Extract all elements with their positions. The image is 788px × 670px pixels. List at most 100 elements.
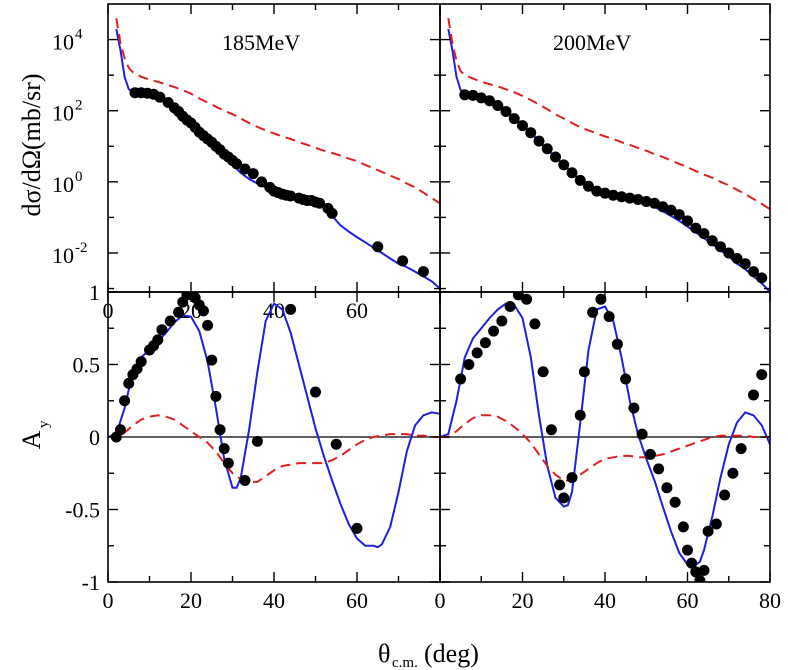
- data-point: [702, 525, 714, 537]
- plot-area: [108, 292, 440, 549]
- data-point: [479, 337, 491, 349]
- data-point: [210, 390, 222, 402]
- data-point: [517, 120, 528, 132]
- x-axis-title-sub: c.m.: [392, 655, 418, 670]
- y-tick-label: 10: [52, 243, 74, 268]
- data-point: [632, 193, 644, 205]
- theory-dashed-line: [440, 414, 770, 482]
- theory-dashed-line: [108, 414, 440, 483]
- theory-dashed-line: [115, 18, 440, 205]
- data-point: [603, 311, 615, 323]
- data-point: [496, 315, 508, 327]
- x-axis-title-theta: θ: [378, 639, 390, 668]
- x-tick-label: 20: [512, 588, 534, 613]
- data-point: [682, 544, 693, 556]
- panel-bottom-right: 0 20 40 60 80: [435, 291, 781, 613]
- x-tick-label: 60: [677, 588, 699, 613]
- data-point: [467, 89, 479, 101]
- x-tick-label: 0: [435, 588, 446, 613]
- x-tick-label: 60: [346, 298, 368, 323]
- data-point: [661, 482, 673, 494]
- data-point: [756, 369, 768, 381]
- y-tick-exponent: 0: [75, 169, 83, 185]
- data-point: [578, 366, 590, 378]
- data-point: [231, 158, 243, 170]
- y-axis-title-sub: y: [36, 420, 52, 428]
- y-tick-label: 0.5: [73, 353, 101, 378]
- data-point: [628, 402, 640, 414]
- x-tick-label: 80: [759, 588, 781, 613]
- data-point: [475, 92, 487, 104]
- data-point: [285, 190, 297, 202]
- data-point: [545, 424, 557, 436]
- data-point: [715, 241, 726, 253]
- data-point: [533, 135, 545, 147]
- data-point: [484, 95, 495, 107]
- data-point: [492, 100, 504, 112]
- data-point: [251, 435, 263, 447]
- data-point: [488, 325, 500, 337]
- data-point: [173, 306, 185, 318]
- y-axis-title-a: A: [17, 430, 46, 449]
- data-point: [587, 306, 599, 318]
- data-point: [756, 272, 768, 284]
- data-point: [459, 89, 471, 101]
- data-point: [214, 424, 226, 436]
- data-point: [673, 209, 685, 221]
- data-point: [644, 448, 656, 460]
- data-point: [541, 143, 553, 155]
- data-point: [197, 305, 209, 317]
- y-tick-exponent: 2: [75, 98, 83, 114]
- data-point: [152, 334, 164, 346]
- data-point: [748, 389, 759, 401]
- data-point: [649, 197, 660, 209]
- data-point: [330, 438, 342, 450]
- data-point: [624, 192, 636, 204]
- y-tick-label: 0: [89, 425, 100, 450]
- data-point: [558, 159, 570, 171]
- data-point: [206, 354, 218, 366]
- data-point: [595, 293, 607, 305]
- data-point: [135, 356, 147, 368]
- theory-dashed-line: [447, 18, 770, 211]
- y-tick-label: -0.5: [65, 498, 100, 523]
- data-point: [748, 266, 759, 278]
- energy-label-185: 185MeV: [222, 30, 300, 55]
- data-point: [690, 566, 702, 578]
- data-point: [239, 475, 251, 486]
- data-point: [455, 373, 467, 385]
- panel-bottom-left: 0 20 40 60 -1 -0.5 0 0.5 1: [65, 280, 441, 613]
- theory-solid-line: [447, 28, 770, 292]
- data-point: [351, 522, 363, 534]
- x-axis-title-unit: (deg): [424, 639, 479, 668]
- data-point: [710, 518, 722, 530]
- data-point: [566, 167, 578, 179]
- data-point: [154, 91, 166, 103]
- y-axis-title-top: dσ/dΩ(mb/sr): [17, 73, 46, 216]
- data-point: [665, 204, 677, 216]
- data-point: [310, 386, 321, 398]
- data-point: [256, 176, 268, 188]
- data-point: [698, 228, 710, 240]
- data-point: [537, 366, 549, 378]
- data-point: [463, 359, 475, 370]
- data-point: [119, 395, 131, 407]
- data-point: [731, 252, 743, 264]
- data-point: [669, 496, 681, 508]
- data-point: [677, 521, 689, 533]
- plot-area: [447, 18, 770, 292]
- y-tick-label: 10: [52, 172, 74, 197]
- data-point: [417, 266, 429, 278]
- y-tick-label: 1: [89, 280, 100, 305]
- energy-label-200: 200MeV: [553, 30, 631, 55]
- x-tick-label: 40: [263, 588, 285, 613]
- data-point: [247, 168, 259, 180]
- data-point: [591, 185, 603, 197]
- y-tick-label: -1: [82, 570, 100, 595]
- data-point: [529, 318, 541, 330]
- data-point: [550, 151, 561, 163]
- data-point: [694, 575, 706, 582]
